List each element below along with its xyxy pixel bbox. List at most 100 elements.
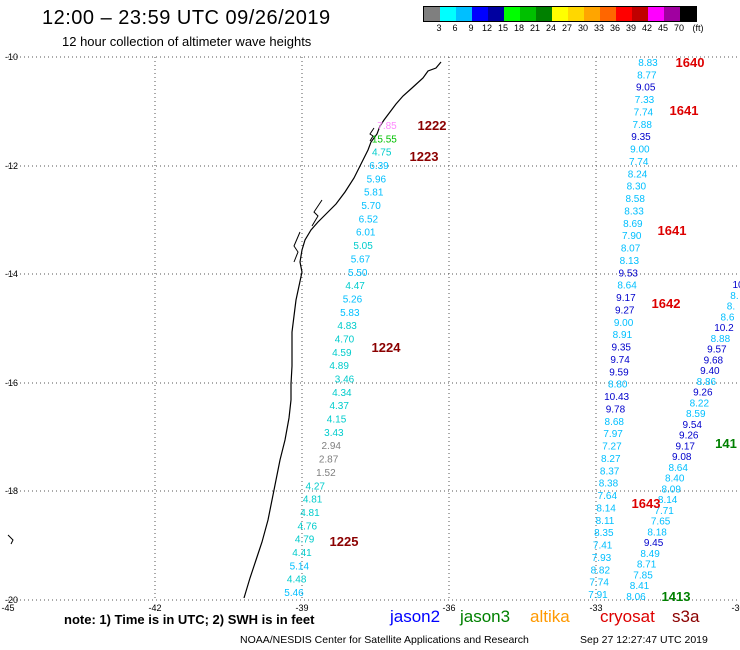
legend-swatch [632,7,648,21]
legend-label: 42 [641,23,652,33]
legend-swatch [456,7,472,21]
legend-swatch [440,7,456,21]
legend-label: 27 [561,23,572,33]
legend-swatch [536,7,552,21]
satellite-altika-label: altika [530,607,570,626]
wave-height-value: 8.58 [625,194,645,205]
map-title: 12:00 – 23:59 UTC 09/26/2019 [42,7,331,29]
longitude-label: -30 [731,603,740,613]
wave-height-value: 4.15 [327,415,347,426]
wave-height-value: 8.22 [690,398,710,409]
wave-height-value: 9.54 [683,420,703,431]
satellite-jason3-label: jason3 [460,607,511,626]
wave-height-value: 8.69 [623,219,643,230]
latitude-label: -20 [5,595,18,605]
latitude-label: -14 [5,269,18,279]
wave-height-value: 4.27 [306,481,326,492]
wave-height-value: 8.6 [720,312,734,323]
legend-label: 33 [593,23,604,33]
wave-height-value: 8.13 [620,256,640,267]
legend-swatch [552,7,568,21]
wave-height-value: 8.88 [711,334,731,345]
legend-swatch [424,7,440,21]
credit-line: NOAA/NESDIS Center for Satellite Applica… [240,634,529,646]
wave-height-value: 7.93 [592,553,612,564]
wave-height-value: 8.14 [658,495,678,506]
wave-height-value: 8.18 [647,527,667,538]
longitude-label: -39 [295,603,308,613]
wave-height-value: 9.00 [630,145,650,156]
latitude-label: -18 [5,486,18,496]
wave-height-value: 4.76 [298,521,318,532]
coastline-edge-fragment [7,534,14,545]
wave-height-value: 7.85 [633,570,653,581]
wave-height-value: 8.64 [668,463,688,474]
wave-height-value: 4.47 [345,281,365,292]
legend-swatch [472,7,488,21]
legend-swatch [504,7,520,21]
wave-height-value: 9.74 [610,355,630,366]
wave-height-value: 2.87 [319,455,339,466]
wave-height-value: 6.52 [359,214,379,225]
wave-height-value: 7.74 [589,578,609,589]
wave-height-value: 7.27 [602,442,622,453]
wave-height-value: 8.35 [594,528,614,539]
wave-height-value: 3.43 [324,428,344,439]
wave-height-value: 4.89 [329,361,349,372]
wave-height-value: 5.67 [351,254,371,265]
wave-height-value: 4.81 [300,508,320,519]
wave-height-value: 7.71 [654,506,674,517]
wave-height-value: 7.64 [598,491,618,502]
wave-height-value: 8.14 [596,503,616,514]
wave-height-value: 5.50 [348,268,368,279]
wave-height-value: 9.35 [612,343,632,354]
legend-swatch [488,7,504,21]
latitude-label: -16 [5,378,18,388]
wave-height-value: 8.07 [621,244,641,255]
wave-height-value: 9.27 [615,305,635,316]
coastline [243,61,442,599]
latitude-label: -10 [5,52,18,62]
wave-height-value: 9.05 [636,83,656,94]
wave-height-value: 8.30 [627,182,647,193]
wave-height-value: 8.59 [686,409,706,420]
footer-note: note: 1) Time is in UTC; 2) SWH is in fe… [64,612,315,627]
wave-height-value: 4.48 [287,575,307,586]
legend-swatch [600,7,616,21]
wave-height-value: 8.06 [626,592,646,603]
legend-swatch [616,7,632,21]
wave-height-value: 8.09 [661,484,681,495]
legend-label: 45 [657,23,668,33]
wave-height-value: 5.96 [367,174,387,185]
wave-height-value: 5.26 [343,294,363,305]
wave-height-value: 9.45 [644,538,664,549]
pass-time-label: 1642 [652,296,681,311]
legend-label: 24 [545,23,556,33]
wave-height-value: 10.2 [714,323,734,334]
legend-label: 21 [529,23,540,33]
wave-height-value: 7.33 [635,95,655,106]
legend-label: 30 [577,23,588,33]
wave-height-value: 8.86 [697,377,717,388]
wave-height-value: 7.91 [588,590,608,601]
legend-swatch [584,7,600,21]
legend-label: 6 [452,23,458,33]
wave-height-value: 9.57 [707,345,727,356]
latitude-label: -12 [5,161,18,171]
wave-height-value: 8.71 [637,560,657,571]
wave-height-legend-labels: 3 6 9 12 15 18 21 24 27 30 33 36 39 42 45 70 (ft) [423,23,740,35]
wave-height-value: 5.14 [290,561,310,572]
wave-height-value: 9.08 [672,452,692,463]
wave-height-value: 8.64 [617,281,637,292]
wave-height-value: 15.55 [372,134,397,145]
wave-height-value: 1.52 [316,468,336,479]
wave-height-value: 7.88 [632,120,652,131]
legend-label: 70 [673,23,684,33]
wave-height-value: 7.97 [603,429,623,440]
legend-swatch [520,7,536,21]
wave-height-value: 4.41 [292,548,312,559]
wave-height-value: 5.70 [361,201,381,212]
pass-time-label: 1641 [658,223,687,238]
pass-time-label: 1225 [330,534,359,549]
wave-height-value: 9.78 [606,404,626,415]
